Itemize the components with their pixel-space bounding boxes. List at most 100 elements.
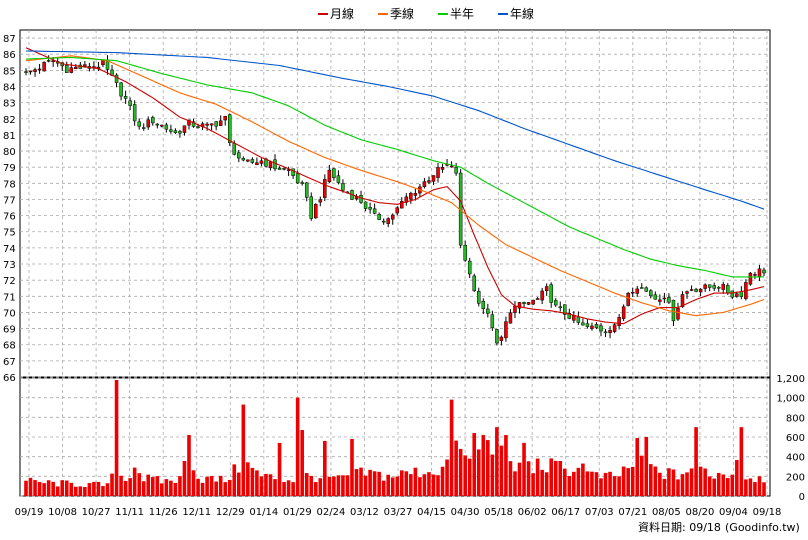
- volume-bar: [395, 476, 400, 496]
- candle-body: [119, 82, 123, 97]
- volume-bar: [304, 473, 309, 496]
- volume-bar: [531, 473, 535, 496]
- candle-body: [644, 287, 649, 292]
- x-tick-label: 01/29: [283, 507, 312, 518]
- volume-bar: [295, 397, 300, 496]
- candle-body: [28, 70, 33, 73]
- candle-body: [214, 121, 218, 127]
- candle-body: [463, 244, 467, 261]
- x-tick-label: 09/18: [753, 507, 782, 518]
- volume-bar: [513, 471, 517, 496]
- volume-panel-grid: [19, 377, 771, 497]
- candle-body: [141, 127, 146, 129]
- candle-body: [513, 305, 517, 313]
- volume-bar: [300, 430, 304, 496]
- candle-body: [449, 165, 454, 168]
- x-tick-label: 06/02: [518, 507, 547, 518]
- candle-body: [146, 119, 150, 128]
- moving-average-lines: [25, 47, 765, 325]
- volume-bar: [517, 462, 522, 496]
- volume-bar: [60, 480, 65, 496]
- volume-bar: [205, 476, 209, 496]
- volume-bar: [409, 474, 413, 496]
- x-tick-label: 01/14: [249, 507, 278, 518]
- volume-bar: [725, 478, 730, 496]
- candle-body: [585, 323, 590, 327]
- candle-body: [594, 324, 599, 329]
- candle-body: [581, 322, 585, 326]
- volume-bar: [83, 487, 87, 496]
- volume-bar: [246, 462, 250, 496]
- candle-body: [698, 288, 703, 293]
- candle-body: [268, 161, 273, 169]
- candle-body: [46, 60, 51, 62]
- candle-body: [531, 299, 535, 305]
- price-panel-grid: [19, 29, 771, 378]
- x-tick-label: 10/08: [48, 507, 77, 518]
- price-tick-label: 84: [3, 82, 16, 93]
- candle-body: [277, 167, 282, 170]
- candle-body: [739, 291, 744, 297]
- candle-body: [182, 125, 187, 133]
- candle-body: [155, 123, 160, 126]
- volume-bar: [526, 461, 531, 496]
- legend-label: 月線: [330, 6, 354, 21]
- volume-bar: [522, 442, 526, 496]
- volume-bar: [214, 481, 218, 496]
- volume-bar: [671, 469, 676, 496]
- volume-bar: [757, 476, 762, 496]
- volume-bar: [259, 476, 264, 496]
- volume-bar: [599, 478, 603, 496]
- volume-bar: [218, 475, 223, 496]
- x-tick-label: 05/18: [484, 507, 513, 518]
- x-tick-label: 03/12: [350, 507, 379, 518]
- candle-body: [178, 131, 182, 134]
- volume-bar: [236, 472, 241, 496]
- volume-tick-label: 200: [786, 472, 805, 483]
- volume-bar: [33, 480, 37, 496]
- volume-bar: [585, 471, 590, 496]
- volume-bar: [141, 481, 146, 496]
- candle-body: [481, 300, 486, 310]
- candle-body: [359, 195, 363, 203]
- volume-bar: [46, 480, 51, 496]
- price-tick-label: 66: [3, 373, 16, 384]
- candle-body: [255, 162, 259, 165]
- volume-bar: [24, 480, 28, 496]
- volume-bar: [368, 469, 372, 496]
- candle-body: [599, 325, 603, 332]
- candle-body: [640, 287, 644, 289]
- volume-bar: [150, 477, 155, 496]
- candle-body: [128, 100, 132, 106]
- volume-bar: [178, 476, 182, 496]
- volume-tick-label: 0: [799, 492, 805, 503]
- candle-body: [757, 268, 762, 277]
- candle-body: [137, 121, 141, 127]
- candle-body: [685, 291, 689, 294]
- price-tick-label: 85: [3, 66, 16, 77]
- volume-bar: [635, 437, 640, 496]
- candle-body: [323, 179, 327, 198]
- volume-bar: [504, 435, 508, 496]
- candle-body: [549, 284, 553, 303]
- volume-bar: [694, 427, 698, 496]
- candle-body: [160, 124, 164, 127]
- candle-body: [390, 214, 395, 220]
- x-tick-label: 12/11: [182, 507, 211, 518]
- price-tick-label: 81: [3, 131, 16, 142]
- price-tick-label: 80: [3, 147, 16, 158]
- candle-body: [603, 331, 608, 334]
- volume-bars: [24, 379, 766, 496]
- candle-body: [400, 201, 404, 209]
- footer-source-label: (Goodinfo.tw): [725, 521, 800, 534]
- price-panel-frame: [19, 29, 771, 378]
- volume-bar: [649, 464, 653, 496]
- candle-body: [273, 159, 277, 170]
- candle-body: [558, 306, 563, 309]
- candle-body: [436, 167, 440, 178]
- candle-body: [196, 126, 200, 128]
- volume-bar: [499, 445, 504, 496]
- volume-bar: [680, 474, 685, 496]
- volume-bar: [689, 468, 694, 496]
- volume-bar: [535, 458, 540, 496]
